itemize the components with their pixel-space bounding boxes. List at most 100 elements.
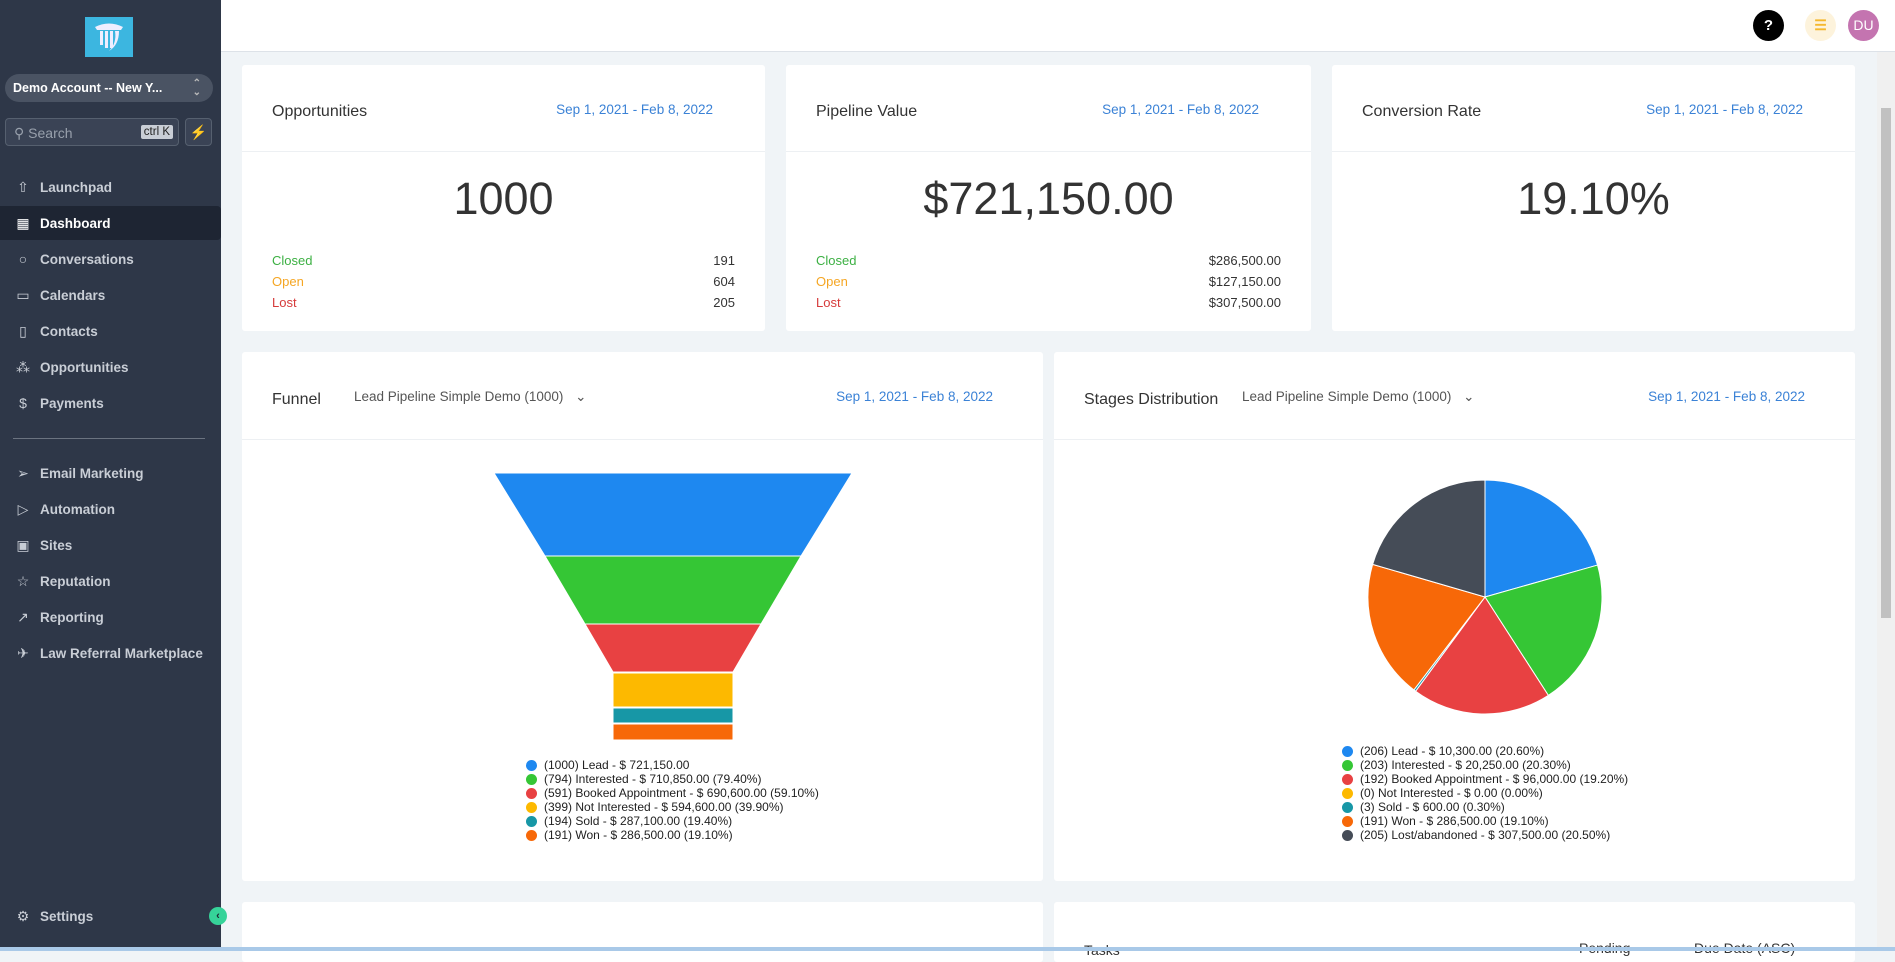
opportunities-total: 1000 [453,173,554,224]
stages-distribution-card: Stages Distribution Lead Pipeline Simple… [1054,352,1855,881]
avatar-initials: DU [1853,17,1874,33]
legend-dot [1342,759,1353,771]
plane-icon: ✈ [17,644,29,661]
sidebar-item-calendars[interactable]: ▭ Calendars [0,278,221,312]
stages-legend: (206) Lead - $ 10,300.00 (20.60%) (203) I… [1342,744,1628,842]
stages-pie-chart [1367,479,1603,715]
collapse-sidebar-button[interactable]: ‹ [209,907,227,925]
sidebar-item-label: Automation [40,501,115,517]
funnel-segment-not-interested[interactable] [612,672,734,708]
legend-dot [526,759,537,771]
legend-item: (192) Booked Appointment - $ 96,000.00 (… [1342,772,1628,786]
pipeline-dropdown[interactable]: Lead Pipeline Simple Demo (1000) ⌄ [354,389,587,404]
quick-action-button[interactable]: ⚡ [185,118,212,146]
sidebar-item-label: Contacts [40,323,98,339]
gear-icon: ⚙ [16,907,30,924]
date-range[interactable]: Sep 1, 2021 - Feb 8, 2022 [1102,102,1259,117]
trend-icon: ↗ [17,608,29,625]
card-title: Conversion Rate [1362,103,1482,120]
payments-icon: $ [19,395,27,411]
sidebar-item-label: Settings [40,908,94,924]
opportunities-icon: ⁂ [16,358,30,375]
sidebar-item-label: Sites [40,537,73,553]
stat-row-closed: Closed $286,500.00 [816,253,1281,268]
legend-dot [1342,787,1353,799]
sidebar-item-label: Opportunities [40,359,129,375]
tasks-list-button[interactable]: ☰ [1805,10,1836,41]
funnel-segment-interested[interactable] [544,555,802,625]
sidebar-item-conversations[interactable]: ○ Conversations [0,242,221,276]
sidebar-item-reporting[interactable]: ↗ Reporting [0,600,221,634]
sidebar: Demo Account -- New Y... ⌃ ⌄ ⚲ Search ctrl … [0,0,227,951]
date-range[interactable]: Sep 1, 2021 - Feb 8, 2022 [1648,389,1805,404]
pipeline-value-card: Pipeline Value Sep 1, 2021 - Feb 8, 2022… [786,65,1311,331]
sidebar-item-label: Conversations [40,251,134,267]
sidebar-item-payments[interactable]: $ Payments [0,386,221,420]
pie-slice-interested[interactable] [1484,564,1603,697]
stat-row-open: Open 604 [272,274,735,289]
legend-item: (591) Booked Appointment - $ 690,600.00 … [526,786,819,800]
tasks-card: Tasks Pending Due Date (ASC) [1054,902,1855,962]
funnel-segment-booked-appointment[interactable] [584,623,762,673]
sidebar-item-label: Dashboard [40,215,111,231]
company-logo[interactable] [85,17,133,57]
chat-icon: ○ [18,251,28,267]
sidebar-item-label: Law Referral Marketplace [40,645,203,661]
avatar[interactable]: DU [1848,10,1879,41]
list-icon: ☰ [1814,17,1827,33]
sidebar-item-dashboard[interactable]: ▦ Dashboard [0,206,221,240]
chevron-updown-icon: ⌃ ⌄ [192,78,201,98]
sidebar-item-label: Reporting [40,609,104,625]
pipeline-total: $721,150.00 [923,173,1174,224]
pipeline-dropdown[interactable]: Lead Pipeline Simple Demo (1000) ⌄ [1242,389,1475,404]
chevron-left-icon: ‹ [216,910,220,922]
legend-dot [1342,829,1353,841]
date-range[interactable]: Sep 1, 2021 - Feb 8, 2022 [836,389,993,404]
search-input[interactable]: ⚲ Search ctrl K [5,118,179,146]
legend-dot [526,801,537,813]
legend-item: (205) Lost/abandoned - $ 307,500.00 (20.… [1342,828,1628,842]
pie-slice-won[interactable] [1367,563,1486,691]
contacts-icon: ▯ [19,322,27,339]
legend-item: (1000) Lead - $ 721,150.00 [526,758,819,772]
sites-icon: ▣ [16,536,30,553]
sidebar-item-label: Calendars [40,287,106,303]
legend-dot [1342,815,1353,827]
funnel-segment-sold[interactable] [612,707,734,724]
scrollbar[interactable] [1877,52,1895,951]
legend-dot [526,815,537,827]
date-range[interactable]: Sep 1, 2021 - Feb 8, 2022 [1646,102,1803,117]
stat-row-open: Open $127,150.00 [816,274,1281,289]
account-name: Demo Account -- New Y... [13,81,163,95]
legend-dot [526,787,537,799]
scrollbar-thumb[interactable] [1881,108,1891,618]
legend-item: (191) Won - $ 286,500.00 (19.10%) [1342,814,1628,828]
sidebar-item-sites[interactable]: ▣ Sites [0,528,221,562]
card-title: Pipeline Value [816,103,918,120]
dashboard-icon: ▦ [16,214,30,231]
top-bar: ? ☰ DU [221,0,1895,52]
conversion-rate: 19.10% [1517,173,1670,224]
sidebar-item-email-marketing[interactable]: ➢ Email Marketing [0,456,221,490]
funnel-segment-won[interactable] [612,723,734,741]
sidebar-item-opportunities[interactable]: ⁂ Opportunities [0,350,221,384]
sidebar-item-label: Launchpad [40,179,113,195]
date-range[interactable]: Sep 1, 2021 - Feb 8, 2022 [556,102,713,117]
legend-dot [1342,745,1353,757]
account-switcher[interactable]: Demo Account -- New Y... ⌃ ⌄ [5,74,213,102]
sidebar-item-reputation[interactable]: ☆ Reputation [0,564,221,598]
search-icon: ⚲ [14,125,25,141]
sidebar-item-automation[interactable]: ▷ Automation [0,492,221,526]
funnel-segment-lead[interactable] [493,472,853,557]
pie-slice-booked-appointment[interactable] [1414,596,1550,715]
sidebar-item-contacts[interactable]: ▯ Contacts [0,314,221,348]
legend-item: (194) Sold - $ 287,100.00 (19.40%) [526,814,819,828]
pie-slice-lead[interactable] [1484,479,1599,598]
legend-item: (0) Not Interested - $ 0.00 (0.00%) [1342,786,1628,800]
sidebar-item-launchpad[interactable]: ⇧ Launchpad [0,170,221,204]
sidebar-item-settings[interactable]: ⚙ Settings [0,899,221,933]
sidebar-item-label: Reputation [40,573,111,589]
help-button[interactable]: ? [1753,10,1784,41]
pie-slice-lost-abandoned[interactable] [1372,479,1486,598]
sidebar-item-law-referral-marketplace[interactable]: ✈ Law Referral Marketplace [0,636,221,670]
